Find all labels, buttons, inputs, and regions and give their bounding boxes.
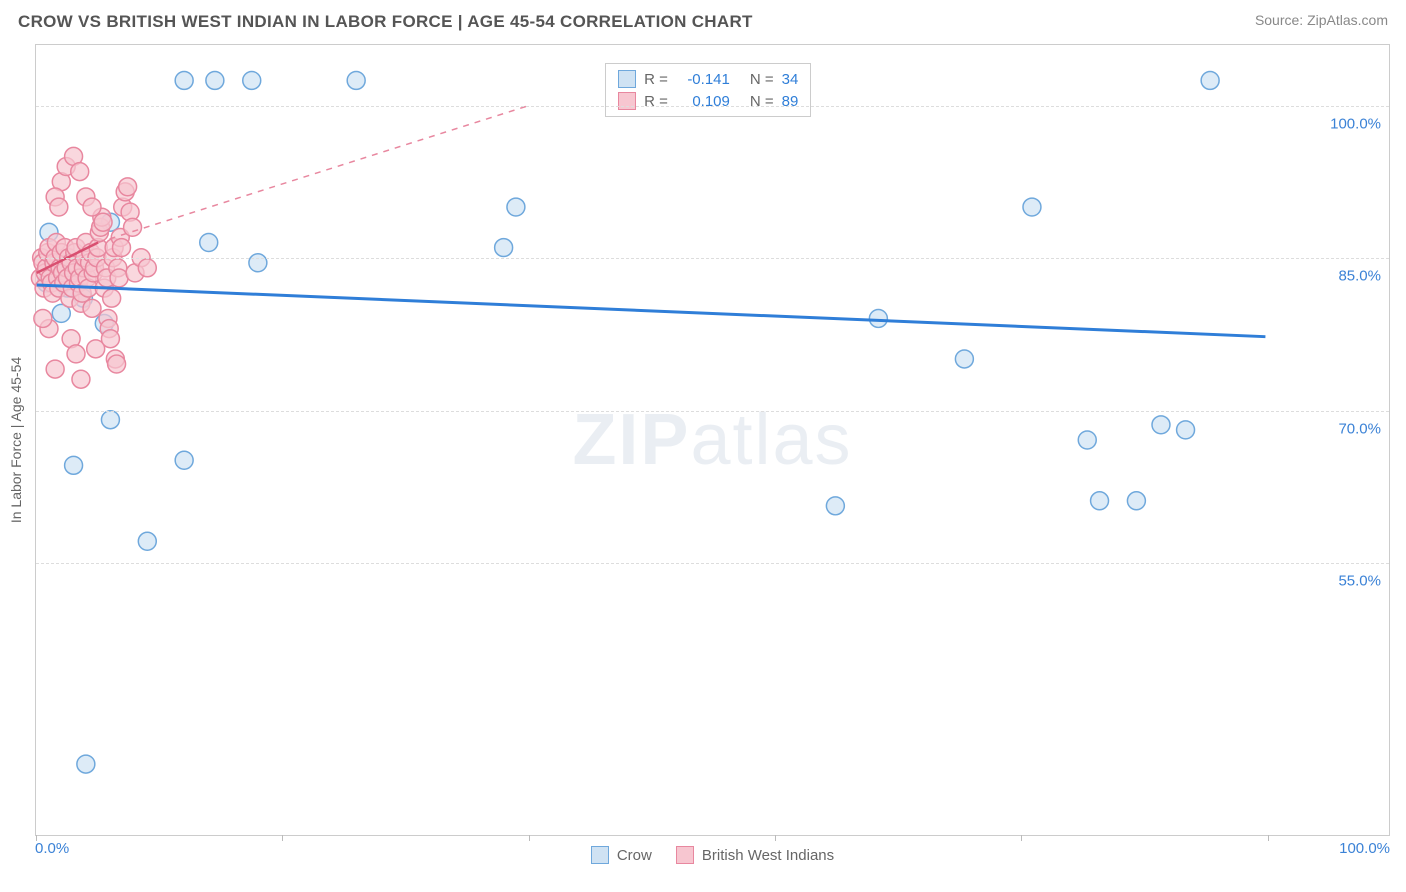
bwi-point xyxy=(71,163,89,181)
crow-point xyxy=(495,239,513,257)
gridline xyxy=(36,563,1389,564)
legend-swatch xyxy=(591,846,609,864)
stat-r-label: R = xyxy=(644,93,668,110)
crow-point xyxy=(1152,416,1170,434)
stat-r-value: -0.141 xyxy=(676,71,730,88)
scatter-svg xyxy=(36,45,1389,835)
bwi-point xyxy=(83,299,101,317)
bwi-point xyxy=(94,213,112,231)
bwi-point xyxy=(72,370,90,388)
bwi-point xyxy=(108,355,126,373)
y-tick-label: 55.0% xyxy=(1336,572,1383,589)
crow-point xyxy=(826,497,844,515)
crow-point xyxy=(243,71,261,89)
y-tick-label: 85.0% xyxy=(1336,268,1383,285)
gridline xyxy=(36,258,1389,259)
gridline xyxy=(36,106,1389,107)
legend-swatch xyxy=(676,846,694,864)
bwi-point xyxy=(113,239,131,257)
y-axis-label: In Labor Force | Age 45-54 xyxy=(8,357,24,523)
bwi-trend-dashed xyxy=(98,106,528,243)
swatch-bwi xyxy=(618,92,636,110)
crow-point xyxy=(101,411,119,429)
bwi-point xyxy=(138,259,156,277)
stat-n-value: 34 xyxy=(782,71,799,88)
swatch-crow xyxy=(618,70,636,88)
crow-point xyxy=(175,71,193,89)
bwi-point xyxy=(67,345,85,363)
crow-point xyxy=(347,71,365,89)
stat-r-label: R = xyxy=(644,71,668,88)
crow-point xyxy=(175,451,193,469)
chart-title: CROW VS BRITISH WEST INDIAN IN LABOR FOR… xyxy=(18,12,753,32)
crow-point xyxy=(200,234,218,252)
bwi-point xyxy=(119,178,137,196)
stats-row-bwi: R = 0.109 N = 89 xyxy=(606,90,810,112)
legend-bottom: Crow British West Indians xyxy=(35,846,1390,864)
bwi-point xyxy=(34,309,52,327)
crow-point xyxy=(77,755,95,773)
stats-row-crow: R = -0.141 N = 34 xyxy=(606,68,810,90)
stat-r-value: 0.109 xyxy=(676,93,730,110)
plot-area: ZIPatlas R =-0.141N =34R =0.109N =89 55.… xyxy=(36,45,1389,835)
y-tick-label: 70.0% xyxy=(1336,420,1383,437)
stat-n-value: 89 xyxy=(782,93,799,110)
stat-n-label: N = xyxy=(750,71,774,88)
stat-n-label: N = xyxy=(750,93,774,110)
bwi-point xyxy=(103,289,121,307)
crow-point xyxy=(1023,198,1041,216)
crow-point xyxy=(138,532,156,550)
y-tick-label: 100.0% xyxy=(1328,115,1383,132)
bwi-point xyxy=(110,269,128,287)
crow-point xyxy=(65,456,83,474)
legend-label: Crow xyxy=(617,847,652,864)
crow-point xyxy=(1078,431,1096,449)
bwi-point xyxy=(83,198,101,216)
crow-point xyxy=(955,350,973,368)
crow-point xyxy=(1127,492,1145,510)
legend-label: British West Indians xyxy=(702,847,834,864)
crow-point xyxy=(869,309,887,327)
crow-point xyxy=(1091,492,1109,510)
gridline xyxy=(36,411,1389,412)
chart-frame: ZIPatlas R =-0.141N =34R =0.109N =89 55.… xyxy=(35,44,1390,836)
bwi-point xyxy=(46,360,64,378)
source-attribution: Source: ZipAtlas.com xyxy=(1255,12,1388,28)
crow-point xyxy=(1201,71,1219,89)
crow-trend xyxy=(37,285,1266,337)
stats-legend: R = -0.141 N = 34 R = 0.109 N = 89 xyxy=(605,63,811,117)
legend-item: Crow xyxy=(591,846,652,864)
crow-point xyxy=(507,198,525,216)
crow-point xyxy=(249,254,267,272)
bwi-point xyxy=(50,198,68,216)
crow-point xyxy=(1177,421,1195,439)
bwi-point xyxy=(101,330,119,348)
legend-item: British West Indians xyxy=(676,846,834,864)
crow-point xyxy=(206,71,224,89)
